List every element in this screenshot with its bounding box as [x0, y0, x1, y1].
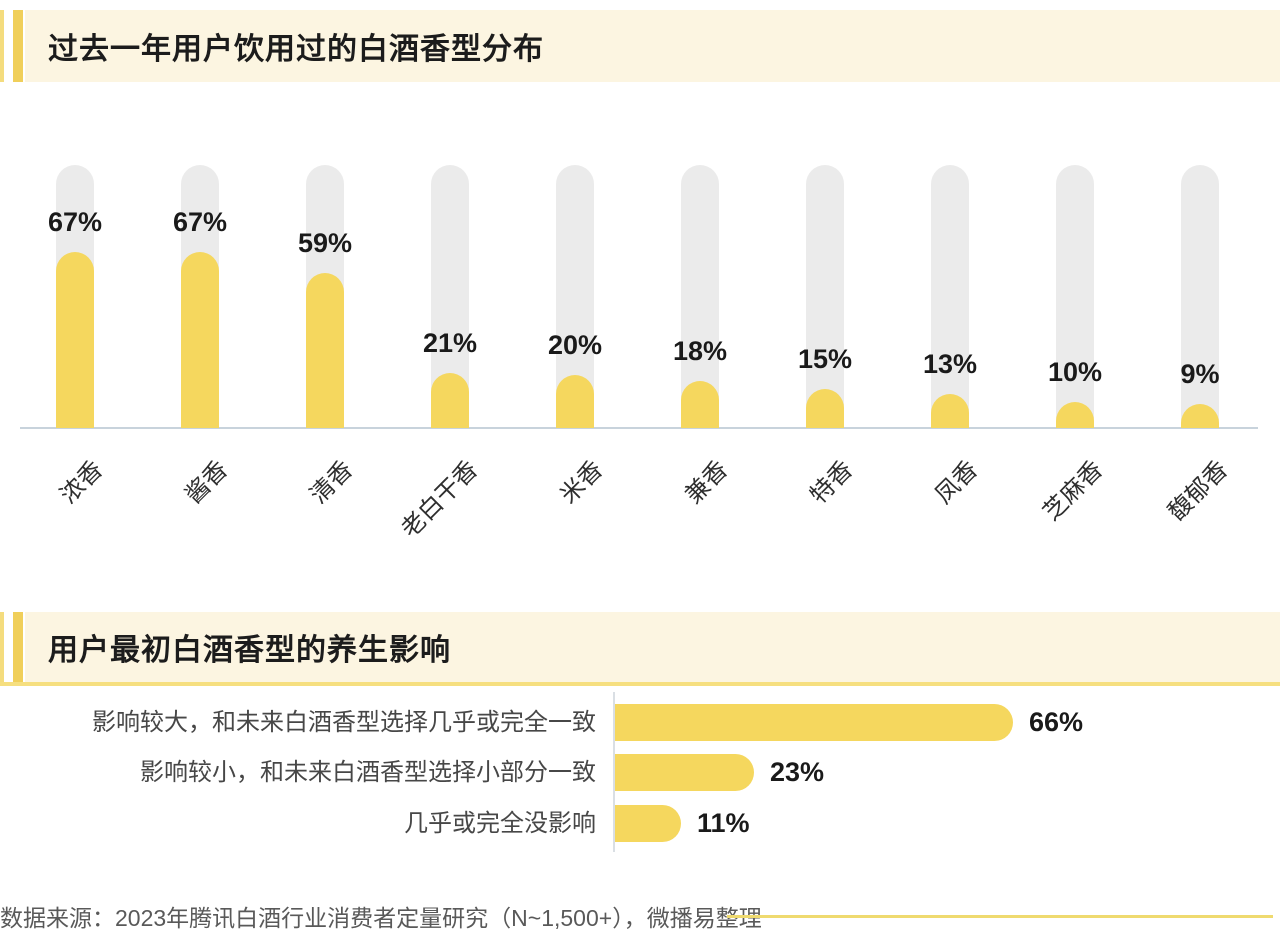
chart1-baseline	[20, 427, 1258, 429]
left-edge-stripe	[0, 612, 4, 682]
bar-fill	[431, 373, 469, 428]
section2-header: 用户最初白酒香型的养生影响	[0, 612, 1280, 686]
bar-value-label: 59%	[297, 228, 353, 258]
bar-fill	[931, 394, 969, 428]
aroma-distribution-bar-chart: 67% 浓香 67% 酱香 59% 清香 21% 老白干香 20% 米香 18% 兼香 15% 特香 13%…	[20, 165, 1258, 543]
bar-fill	[1056, 402, 1094, 428]
bar-fill	[56, 252, 94, 428]
bar-fill	[306, 273, 344, 428]
row-category-label: 影响较小，和未来白酒香型选择小部分一致	[140, 759, 596, 786]
bar-value-label: 10%	[1047, 357, 1103, 387]
row-category-label: 几乎或完全没影响	[404, 810, 596, 837]
left-edge-stripe	[0, 10, 4, 82]
bar-value-label: 21%	[422, 328, 478, 358]
bar-fill	[806, 389, 844, 428]
bar-track	[1056, 165, 1094, 428]
bar-track	[1181, 165, 1219, 428]
section1-header-background	[25, 10, 1280, 82]
bar-value-label: 67%	[172, 207, 228, 237]
section2-header-background	[25, 612, 1280, 682]
bar-fill	[1181, 404, 1219, 428]
bar-value-label: 23%	[770, 757, 825, 787]
bar-value-label: 13%	[922, 349, 978, 379]
data-source-text: 数据来源：2023年腾讯白酒行业消费者定量研究（N~1,500+），微播易整理	[0, 905, 762, 931]
health-influence-bar-chart: 影响较大，和未来白酒香型选择几乎或完全一致 66% 影响较小，和未来白酒香型选择小部…	[0, 600, 1280, 880]
bar-value-label: 15%	[797, 344, 853, 374]
bar-value-label: 67%	[47, 207, 103, 237]
section1-title: 过去一年用户饮用过的白酒香型分布	[48, 33, 544, 66]
section1-header: 过去一年用户饮用过的白酒香型分布	[0, 10, 1280, 82]
footer-decorative-line	[727, 915, 1273, 918]
bar-fill	[615, 805, 681, 842]
bar-fill	[556, 375, 594, 428]
section2-header-underline	[0, 682, 1280, 686]
bar-value-label: 9%	[1180, 359, 1220, 389]
bar-fill	[181, 252, 219, 428]
bar-fill	[681, 381, 719, 428]
bar-value-label: 66%	[1029, 707, 1084, 737]
chart2-axis-line	[613, 692, 615, 852]
bar-fill	[615, 704, 1013, 741]
title-accent-bar	[13, 10, 23, 82]
bar-fill	[615, 754, 754, 791]
row-category-label: 影响较大，和未来白酒香型选择几乎或完全一致	[92, 709, 596, 736]
bar-value-label: 11%	[697, 808, 750, 838]
section2-title: 用户最初白酒香型的养生影响	[48, 634, 451, 667]
title-accent-bar	[13, 612, 23, 682]
bar-value-label: 18%	[672, 336, 728, 366]
bar-value-label: 20%	[547, 330, 603, 360]
bar-track	[931, 165, 969, 428]
bar-track	[806, 165, 844, 428]
